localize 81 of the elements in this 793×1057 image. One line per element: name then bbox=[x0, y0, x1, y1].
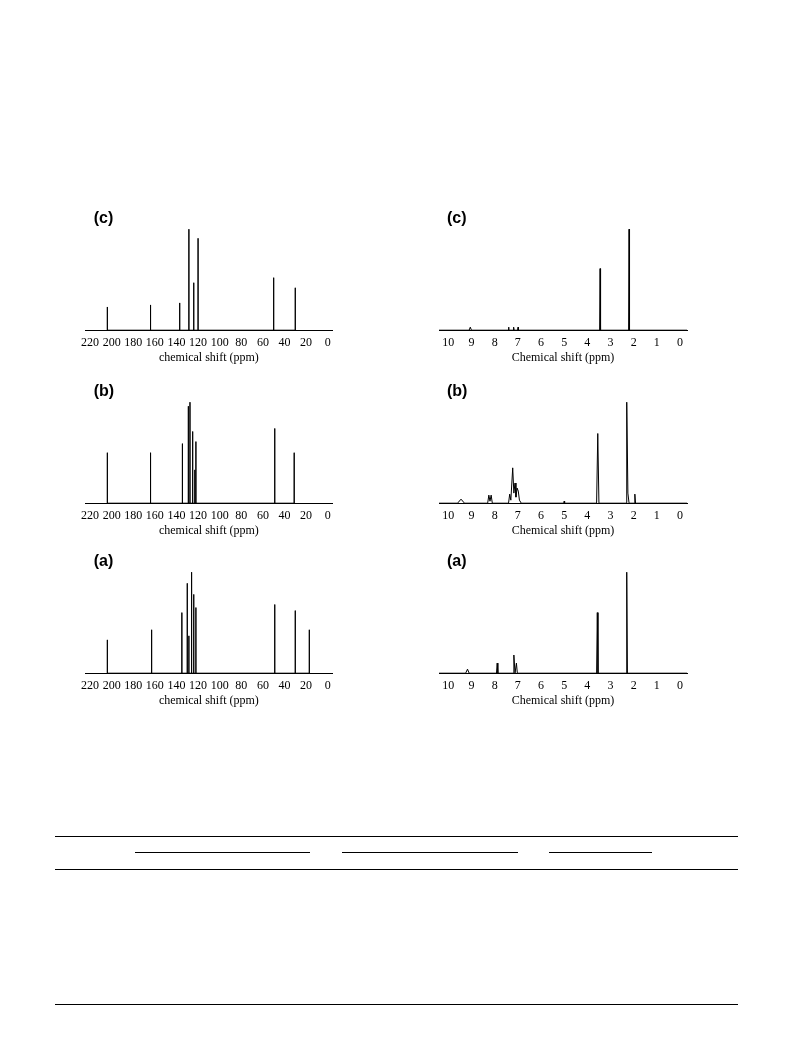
x-tick-label: 2 bbox=[630, 677, 637, 692]
chart-title: (a) bbox=[447, 552, 467, 570]
x-tick-label: 160 bbox=[145, 507, 164, 522]
x-tick-label: 10 bbox=[442, 507, 455, 522]
x-tick-label: 5 bbox=[561, 677, 568, 692]
x-tick-label: 120 bbox=[189, 507, 208, 522]
x-tick-label: 20 bbox=[300, 507, 313, 522]
x-tick-label: 100 bbox=[210, 334, 229, 349]
x-tick-label: 180 bbox=[124, 507, 143, 522]
x-tick-label: 180 bbox=[124, 677, 143, 692]
x-tick-label: 9 bbox=[468, 677, 475, 692]
x-axis-title: Chemical shift (ppm) bbox=[511, 692, 615, 707]
x-axis-title: chemical shift (ppm) bbox=[158, 692, 259, 707]
x-tick-label: 4 bbox=[584, 334, 591, 349]
chart-title: (b) bbox=[447, 382, 468, 400]
x-tick-label: 4 bbox=[584, 507, 591, 522]
x-tick-label: 1 bbox=[653, 334, 660, 349]
x-tick-label: 7 bbox=[514, 677, 521, 692]
x-tick-label: 60 bbox=[256, 677, 269, 692]
x-tick-label: 20 bbox=[300, 677, 313, 692]
x-tick-label: 0 bbox=[324, 677, 331, 692]
x-tick-label: 7 bbox=[514, 507, 521, 522]
x-tick-label: 3 bbox=[607, 507, 614, 522]
x-tick-label: 6 bbox=[537, 677, 544, 692]
x-tick-label: 160 bbox=[145, 677, 164, 692]
x-tick-label: 200 bbox=[102, 677, 121, 692]
x-tick-label: 180 bbox=[124, 334, 143, 349]
x-tick-label: 200 bbox=[102, 507, 121, 522]
x-tick-label: 8 bbox=[491, 334, 498, 349]
chart-title: (c) bbox=[447, 209, 467, 227]
x-tick-label: 5 bbox=[561, 507, 568, 522]
x-tick-label: 3 bbox=[607, 677, 614, 692]
x-axis-title: chemical shift (ppm) bbox=[158, 522, 259, 537]
x-tick-label: 220 bbox=[81, 677, 100, 692]
x-tick-label: 140 bbox=[167, 507, 186, 522]
x-tick-label: 8 bbox=[491, 507, 498, 522]
x-tick-label: 80 bbox=[235, 334, 248, 349]
x-tick-label: 6 bbox=[537, 334, 544, 349]
x-tick-label: 220 bbox=[81, 334, 100, 349]
x-tick-label: 3 bbox=[607, 334, 614, 349]
x-tick-label: 2 bbox=[630, 334, 637, 349]
x-tick-label: 120 bbox=[189, 677, 208, 692]
x-axis-title: chemical shift (ppm) bbox=[158, 349, 259, 364]
x-tick-label: 80 bbox=[235, 507, 248, 522]
x-tick-label: 220 bbox=[81, 507, 100, 522]
x-tick-label: 100 bbox=[210, 507, 229, 522]
x-tick-label: 120 bbox=[189, 334, 208, 349]
x-tick-label: 160 bbox=[145, 334, 164, 349]
x-tick-label: 20 bbox=[300, 334, 313, 349]
x-axis-title: Chemical shift (ppm) bbox=[511, 522, 615, 537]
x-tick-label: 0 bbox=[677, 507, 684, 522]
x-tick-label: 0 bbox=[677, 677, 684, 692]
chart-title: (c) bbox=[93, 209, 114, 227]
chart-title: (a) bbox=[93, 552, 114, 570]
x-tick-label: 6 bbox=[537, 507, 544, 522]
x-tick-label: 0 bbox=[324, 334, 331, 349]
x-tick-label: 40 bbox=[278, 507, 291, 522]
x-tick-label: 10 bbox=[442, 334, 455, 349]
x-tick-label: 60 bbox=[256, 334, 269, 349]
x-tick-label: 7 bbox=[514, 334, 521, 349]
x-tick-label: 40 bbox=[278, 677, 291, 692]
x-tick-label: 0 bbox=[677, 334, 684, 349]
x-tick-label: 8 bbox=[491, 677, 498, 692]
x-tick-label: 0 bbox=[324, 507, 331, 522]
x-tick-label: 100 bbox=[210, 677, 229, 692]
x-tick-label: 2 bbox=[630, 507, 637, 522]
x-tick-label: 9 bbox=[468, 507, 475, 522]
x-tick-label: 1 bbox=[653, 507, 660, 522]
x-tick-label: 10 bbox=[442, 677, 455, 692]
x-tick-label: 4 bbox=[584, 677, 591, 692]
x-tick-label: 40 bbox=[278, 334, 291, 349]
x-tick-label: 140 bbox=[167, 677, 186, 692]
x-tick-label: 5 bbox=[561, 334, 568, 349]
x-tick-label: 9 bbox=[468, 334, 475, 349]
x-tick-label: 140 bbox=[167, 334, 186, 349]
x-axis-title: Chemical shift (ppm) bbox=[511, 349, 615, 364]
x-tick-label: 1 bbox=[653, 677, 660, 692]
x-tick-label: 60 bbox=[256, 507, 269, 522]
x-tick-label: 200 bbox=[102, 334, 121, 349]
chart-title: (b) bbox=[93, 382, 115, 400]
x-tick-label: 80 bbox=[235, 677, 248, 692]
